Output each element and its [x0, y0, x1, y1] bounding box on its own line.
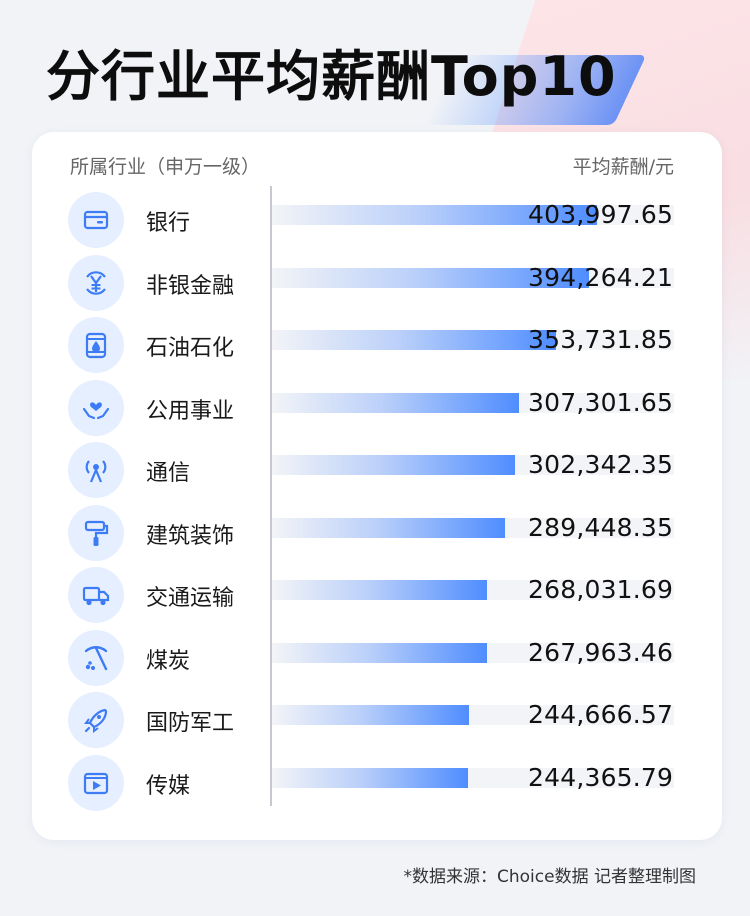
industry-label: 建筑装饰 — [146, 523, 235, 549]
heart-hands-icon — [68, 379, 124, 436]
industry-label: 煤炭 — [146, 648, 191, 674]
salary-bar — [272, 517, 505, 538]
bar-track — [272, 267, 674, 288]
rocket-icon — [68, 692, 124, 748]
bar-track — [272, 205, 674, 225]
data-source-note: *数据来源：Choice数据 记者整理制图 — [403, 867, 696, 887]
bar-track — [272, 455, 674, 475]
paint-roller-icon — [68, 504, 124, 561]
wallet-icon — [68, 192, 124, 248]
salary-value-label: 244,666.57 — [528, 700, 674, 729]
chart-row: 煤炭 267,963.46 — [0, 629, 750, 686]
salary-bar — [272, 767, 468, 788]
bar-track — [272, 580, 674, 600]
salary-value-label: 307,301.65 — [528, 387, 674, 417]
chart-row: 传媒 244,365.79 — [0, 754, 750, 811]
page-title: 分行业平均薪酬Top10 — [46, 45, 617, 108]
salary-value-label: 244,365.79 — [528, 762, 674, 792]
salary-value-label: 267,963.46 — [528, 637, 674, 667]
chart-row: 国防军工 244,666.57 — [0, 692, 750, 748]
industry-label: 传媒 — [146, 773, 191, 799]
industry-label: 非银金融 — [146, 273, 235, 299]
oil-barrel-icon — [68, 317, 124, 373]
bar-track — [272, 517, 674, 538]
industry-label: 银行 — [146, 211, 191, 236]
chart-row: 公用事业 307,301.65 — [0, 379, 750, 436]
salary-bar — [272, 392, 519, 413]
chart-axis-line — [270, 186, 272, 806]
chart-row: 交通运输 268,031.69 — [0, 567, 750, 623]
salary-bar — [272, 205, 597, 225]
chart-row: 建筑装饰 289,448.35 — [0, 504, 750, 561]
salary-bar — [272, 642, 487, 663]
pickaxe-icon — [68, 629, 124, 686]
salary-bar — [272, 705, 469, 725]
bar-track — [272, 705, 674, 725]
yen-coin-icon — [68, 254, 124, 311]
industry-label: 石油石化 — [146, 336, 235, 361]
salary-bar — [272, 330, 556, 350]
video-play-icon — [68, 754, 124, 811]
industry-label: 通信 — [146, 461, 191, 486]
bar-track — [272, 330, 674, 350]
industry-label: 交通运输 — [146, 586, 235, 611]
chart-row: 非银金融 394,264.21 — [0, 254, 750, 311]
bar-track — [272, 767, 674, 788]
chart-row: 石油石化 353,731.85 — [0, 317, 750, 373]
salary-bar — [272, 580, 487, 600]
salary-value-label: 403,997.65 — [528, 200, 674, 229]
industry-column-header: 所属行业（申万一级） — [70, 156, 261, 178]
salary-value-label: 268,031.69 — [528, 575, 674, 604]
salary-value-label: 302,342.35 — [528, 450, 674, 479]
salary-bar — [272, 455, 515, 475]
bar-track — [272, 642, 674, 663]
industry-label: 公用事业 — [146, 398, 235, 424]
truck-icon — [68, 567, 124, 623]
salary-value-label: 353,731.85 — [528, 325, 674, 354]
salary-value-label: 394,264.21 — [528, 262, 674, 292]
salary-column-header: 平均薪酬/元 — [572, 156, 674, 178]
bar-track — [272, 392, 674, 413]
industry-label: 国防军工 — [146, 711, 235, 736]
antenna-icon — [68, 442, 124, 498]
chart-row: 银行 403,997.65 — [0, 192, 750, 248]
salary-bar — [272, 267, 589, 288]
salary-value-label: 289,448.35 — [528, 512, 674, 542]
chart-row: 通信 302,342.35 — [0, 442, 750, 498]
